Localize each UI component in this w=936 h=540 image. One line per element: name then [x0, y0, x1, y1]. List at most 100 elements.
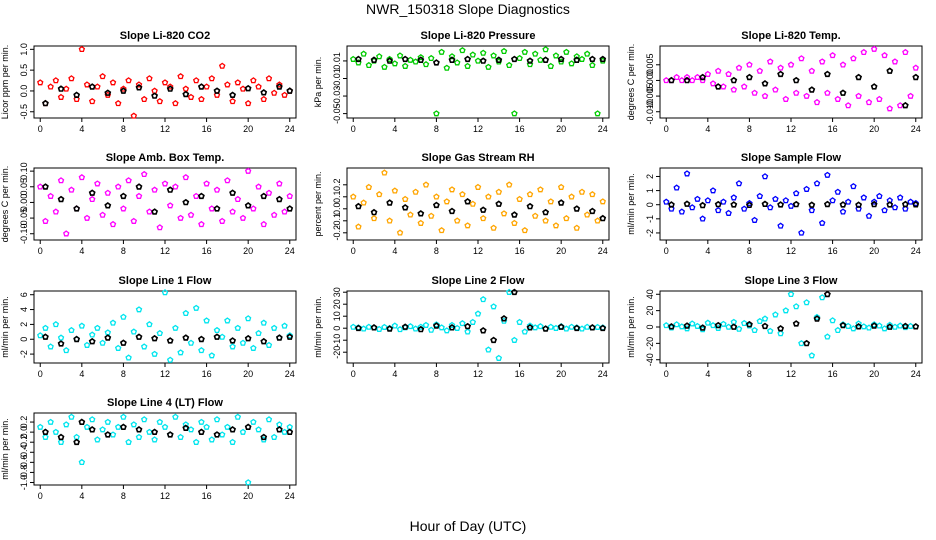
data-point-black [88, 83, 96, 90]
x-tick-label: 20 [556, 124, 566, 134]
data-point-black [370, 324, 378, 331]
data-point [208, 205, 216, 212]
y-tick-label: 1 [645, 188, 655, 193]
data-point-black [479, 327, 487, 334]
data-point-black [573, 324, 581, 332]
data-point [777, 222, 784, 229]
data-point-black [901, 322, 909, 330]
x-tick-label: 8 [434, 246, 439, 256]
data-point [130, 112, 138, 119]
data-point [850, 325, 857, 332]
y-tick-label: -0.5 [19, 104, 29, 120]
x-tick-label: 20 [243, 124, 253, 134]
x-tick-label: 24 [598, 246, 608, 256]
data-point [730, 86, 738, 93]
data-point [365, 183, 373, 190]
y-tick-label: -20 [645, 337, 655, 350]
x-tick-label: 16 [515, 124, 525, 134]
data-point [521, 328, 529, 335]
data-point-black [182, 334, 190, 341]
data-point [166, 356, 174, 363]
data-point [187, 339, 195, 346]
y-axis-label: ml/min per min. [0, 296, 10, 358]
data-point [114, 99, 122, 107]
data-point-black [730, 76, 738, 84]
data-point [37, 423, 44, 430]
plot-frame [33, 45, 297, 119]
data-point-black [495, 200, 503, 207]
data-point [213, 416, 221, 423]
data-point-black [557, 199, 565, 206]
y-tick-label: -2 [645, 229, 655, 237]
data-point [813, 180, 821, 187]
data-point [198, 220, 205, 228]
data-point [120, 85, 127, 92]
data-point [803, 185, 810, 192]
data-point [547, 323, 555, 330]
data-point-black [166, 431, 174, 438]
data-point [844, 198, 852, 205]
y-tick-label: -0.1 [332, 213, 342, 229]
data-point-black [573, 205, 581, 212]
data-point [808, 352, 816, 359]
data-point [83, 81, 91, 88]
data-point-black [870, 83, 878, 90]
data-point [751, 326, 758, 334]
data-point-black [88, 189, 96, 196]
x-tick-label: 12 [473, 369, 483, 379]
data-point [422, 181, 430, 188]
data-point [125, 177, 132, 184]
x-tick-label: 0 [38, 124, 43, 134]
y-tick-label: 0.005 [645, 54, 655, 77]
data-point [720, 198, 727, 205]
y-tick-label: 40 [645, 289, 655, 299]
data-point [689, 320, 696, 327]
data-point [265, 416, 273, 423]
data-point [244, 167, 252, 174]
data-point-black [417, 210, 425, 217]
chart-panel: Slope Li-820 Pressure kPa per min. 0 4 8 12 16… [313, 30, 610, 134]
x-tick-label: 4 [79, 369, 84, 379]
data-point-black [792, 200, 800, 208]
data-point [88, 416, 96, 423]
x-tick-label: 16 [202, 491, 212, 501]
data-point [704, 319, 712, 326]
data-point [42, 217, 49, 224]
x-tick-label: 8 [747, 369, 752, 379]
data-point [808, 207, 816, 214]
data-point [902, 205, 909, 212]
x-tick-label: 20 [869, 246, 879, 256]
data-point [47, 83, 54, 90]
data-point [511, 110, 518, 117]
data-point [886, 321, 893, 328]
data-point [526, 190, 534, 198]
y-axis-label: ml/min per min. [0, 418, 10, 480]
data-point-black [777, 70, 785, 78]
data-point [161, 289, 169, 296]
x-tick-label: 20 [869, 124, 879, 134]
x-tick-label: 8 [434, 369, 439, 379]
y-axis-label: ml/min per min. [626, 296, 636, 358]
panel-title: Slope Sample Flow [741, 152, 842, 164]
data-point [583, 50, 591, 57]
data-point [834, 95, 842, 102]
data-point [130, 328, 138, 335]
x-tick-label: 12 [473, 246, 483, 256]
data-point [876, 192, 883, 199]
data-point [172, 324, 179, 331]
x-tick-label: 16 [202, 124, 212, 134]
data-point-black [401, 323, 409, 330]
x-tick-label: 24 [285, 246, 295, 256]
y-tick-label: 0.5 [19, 64, 29, 77]
data-point [146, 75, 153, 82]
data-point-black [104, 431, 112, 438]
data-point [104, 418, 112, 425]
data-point [490, 52, 497, 59]
data-point [255, 329, 262, 337]
data-point [88, 331, 96, 338]
data-point-black [386, 199, 394, 206]
data-point [78, 322, 86, 329]
y-tick-label: 10 [332, 311, 342, 321]
data-point-black [417, 325, 425, 333]
data-point-black [823, 70, 831, 78]
